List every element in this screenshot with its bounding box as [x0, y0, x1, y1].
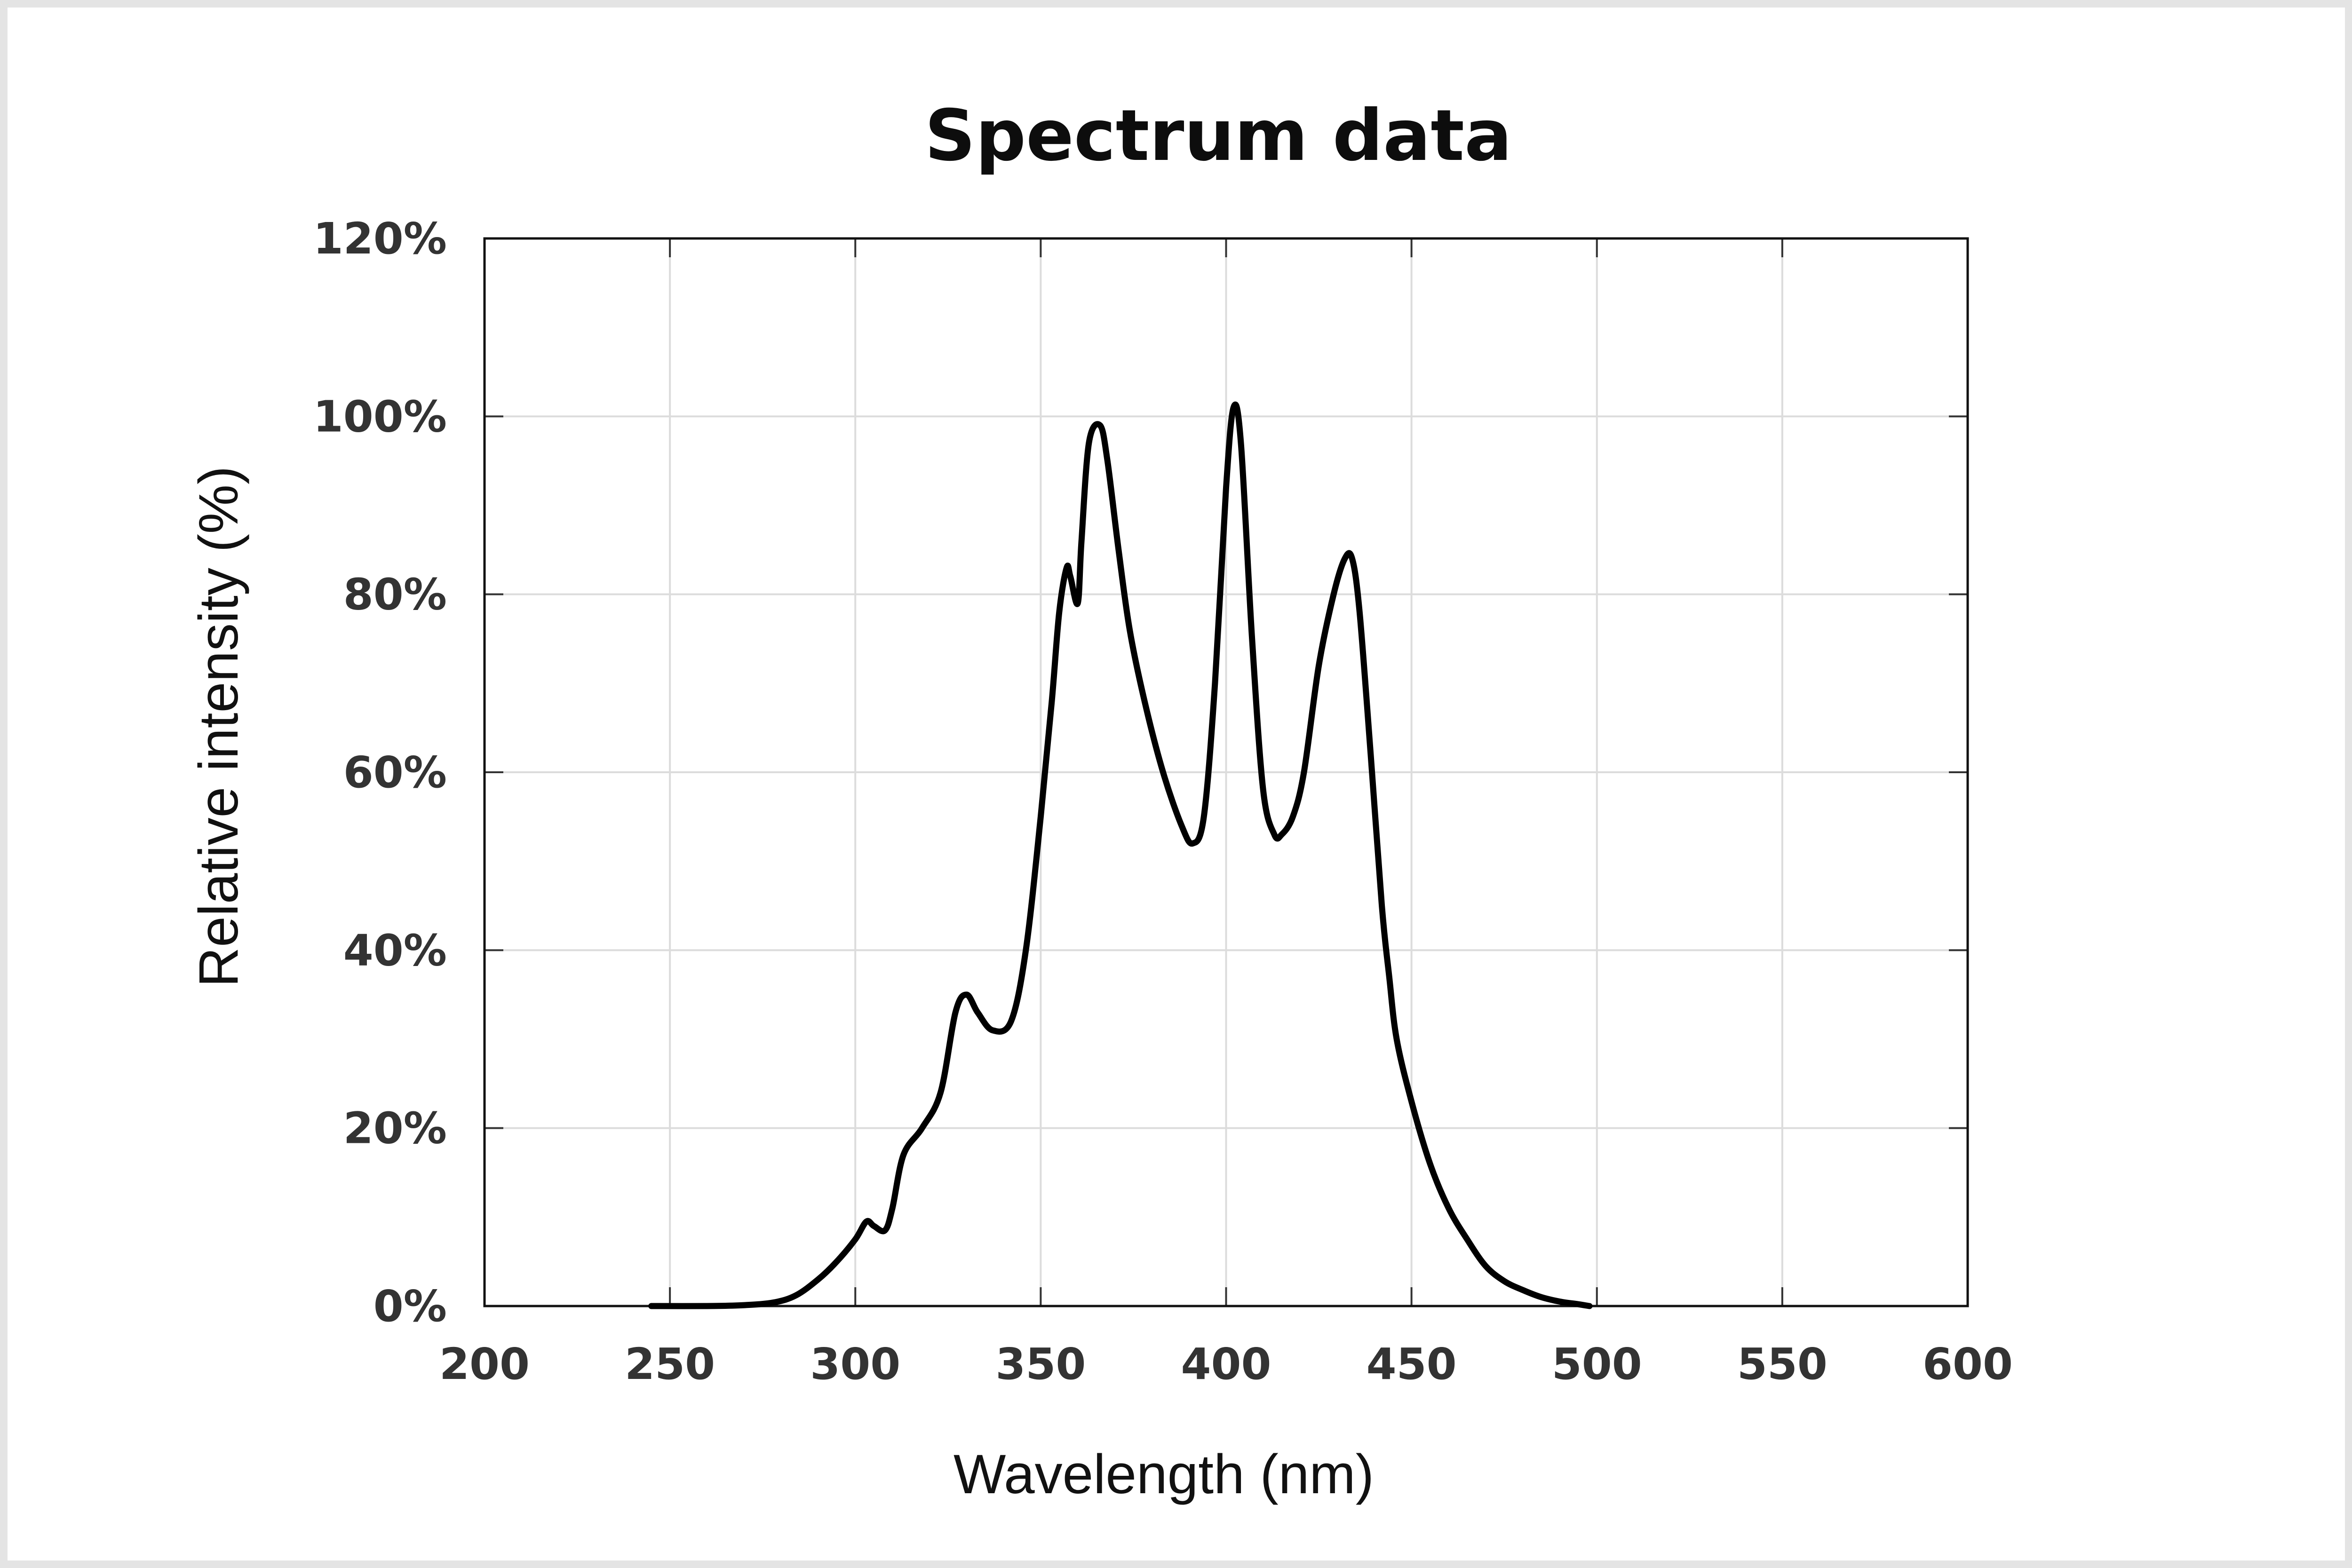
y-tick-label: 120%: [313, 214, 447, 264]
x-tick-label: 450: [1367, 1339, 1457, 1389]
y-tick-label: 80%: [343, 570, 447, 620]
grid-lines: [484, 238, 1969, 1307]
x-tick-label: 500: [1552, 1339, 1642, 1389]
x-tick-label: 250: [625, 1339, 715, 1389]
y-tick-label: 20%: [343, 1103, 447, 1154]
y-axis-label: Relative intensity (%): [188, 466, 250, 987]
y-tick-labels: 0% 20% 40% 60% 80% 100% 120%: [313, 214, 447, 1331]
x-tick-label: 400: [1181, 1339, 1271, 1389]
x-tick-label: 200: [439, 1339, 530, 1389]
x-tick-label: 600: [1923, 1339, 2013, 1389]
x-tick-label: 350: [995, 1339, 1086, 1389]
plot-area: [483, 237, 1969, 1307]
x-tick-labels: 200 250 300 350 400 450 500 550 600: [439, 1339, 2013, 1389]
x-tick-label: 300: [810, 1339, 900, 1389]
x-tick-label: 550: [1737, 1339, 1828, 1389]
spectrum-line: [648, 401, 1593, 1309]
x-axis-label: Wavelength (nm): [954, 1443, 1374, 1505]
y-tick-label: 0%: [373, 1281, 447, 1331]
y-tick-label: 100%: [313, 391, 447, 442]
y-tick-label: 40%: [343, 925, 447, 975]
chart-title: Spectrum data: [925, 95, 1512, 177]
y-tick-label: 60%: [343, 747, 447, 798]
